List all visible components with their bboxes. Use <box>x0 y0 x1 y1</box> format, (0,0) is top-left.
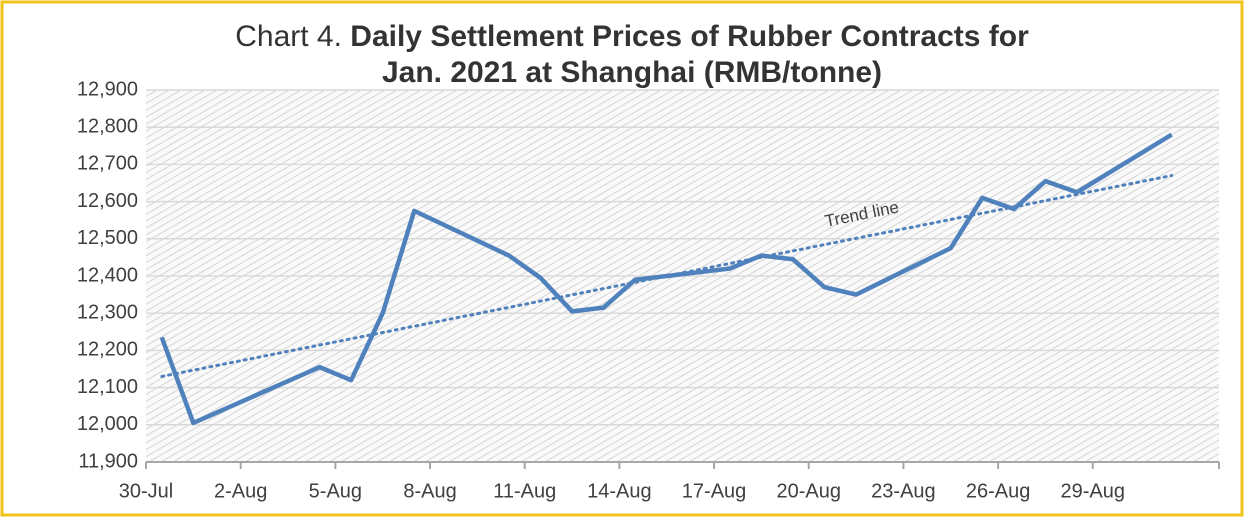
y-tick-label: 12,900 <box>77 78 138 100</box>
x-tick-label: 29-Aug <box>1061 480 1126 502</box>
series-line <box>159 132 1173 426</box>
x-tick-label: 5-Aug <box>309 480 362 502</box>
y-tick-label: 12,300 <box>77 301 138 323</box>
y-tick-label: 12,500 <box>77 227 138 249</box>
title-line: Jan. 2021 at Shanghai (RMB/tonne) <box>382 56 882 89</box>
x-tick-label: 17-Aug <box>682 480 747 502</box>
x-tick-label: 11-Aug <box>493 480 556 502</box>
x-tick-label: 8-Aug <box>403 480 456 502</box>
x-tick-label: 14-Aug <box>587 480 652 502</box>
x-tick-label: 26-Aug <box>966 480 1031 502</box>
y-tick-label: 12,600 <box>77 190 138 212</box>
y-tick-label: 12,200 <box>77 339 138 361</box>
y-tick-label: 11,900 <box>78 450 138 472</box>
title-number: Chart 4. <box>235 20 342 53</box>
x-tick-label: 20-Aug <box>776 480 841 502</box>
y-tick-label: 12,400 <box>77 264 138 286</box>
y-tick-label: 12,100 <box>77 376 138 398</box>
y-tick-label: 12,000 <box>77 413 138 435</box>
x-tick-label: 23-Aug <box>871 480 936 502</box>
chart-title: Chart 4. Daily Settlement Prices of Rubb… <box>235 20 1029 53</box>
x-tick-label: 2-Aug <box>214 480 267 502</box>
title-line: Daily Settlement Prices of Rubber Contra… <box>350 20 1029 53</box>
y-tick-label: 12,800 <box>77 115 138 137</box>
y-tick-label: 12,700 <box>77 153 138 175</box>
x-tick-label: 30-Jul <box>119 480 173 502</box>
